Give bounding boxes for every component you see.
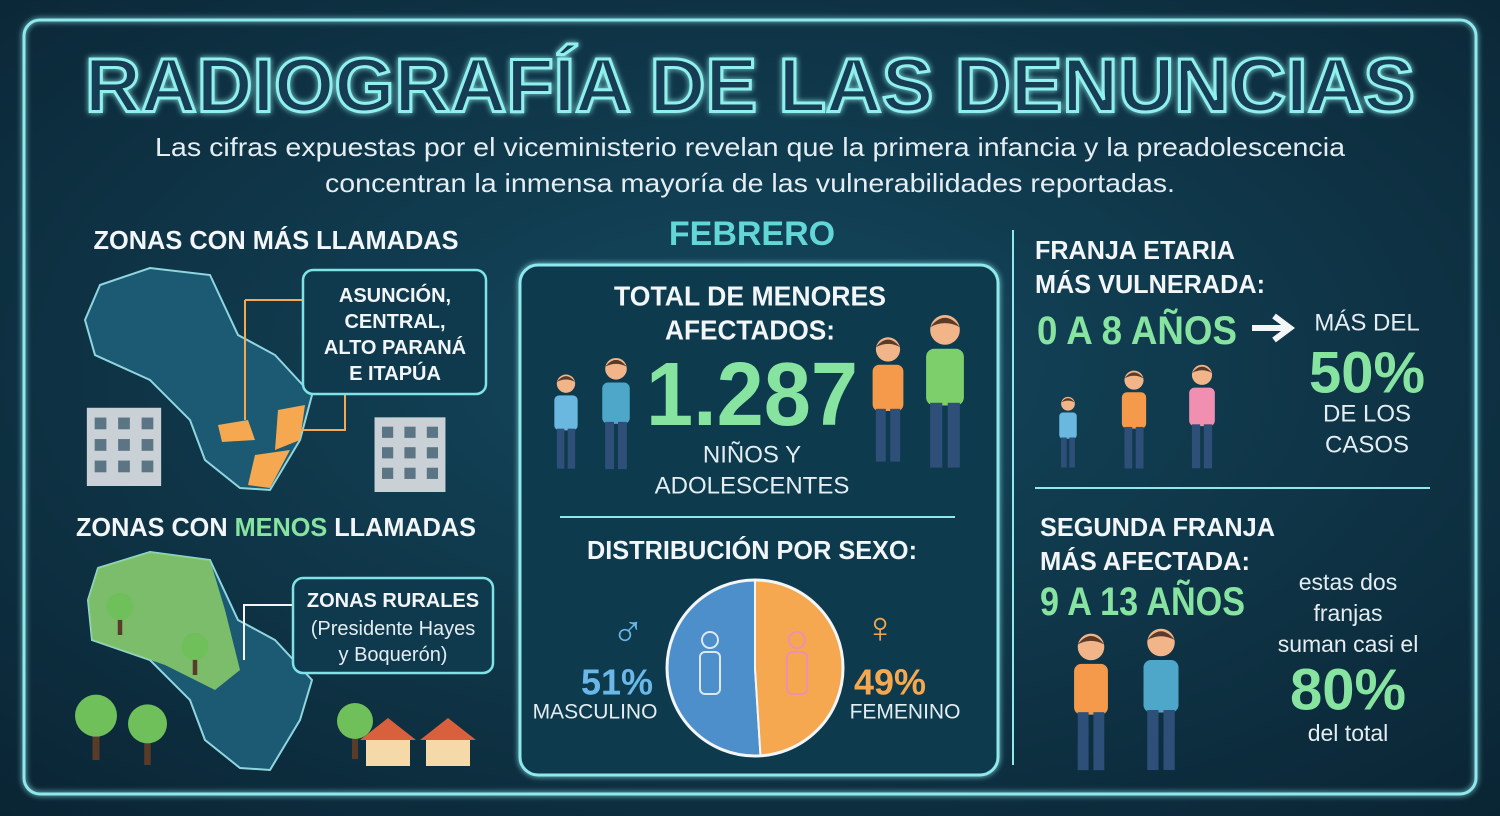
pie-icon <box>701 631 719 649</box>
subtitle: Las cifras expuestas por el viceminister… <box>155 132 1346 162</box>
age-title: MÁS VULNERADA: <box>1035 269 1265 299</box>
section-title: ZONAS CON MENOS LLAMADAS <box>76 512 476 542</box>
callout-line: E ITAPÚA <box>349 361 441 385</box>
pie-outline <box>665 578 845 758</box>
section-title: ZONAS CON MÁS LLAMADAS <box>94 225 459 255</box>
building-icon <box>86 407 162 486</box>
callout <box>291 576 495 675</box>
total-value: 1.287 <box>646 345 858 445</box>
subtitle: concentran la inmensa mayoría de las vul… <box>325 168 1175 198</box>
callout-line: CENTRAL, <box>344 311 445 333</box>
age-title: SEGUNDA FRANJA <box>1040 512 1275 542</box>
pie-value-label: 51% <box>581 662 653 703</box>
title-part: LLAMADAS <box>327 512 476 542</box>
pie-icon <box>788 631 806 649</box>
female-symbol: ♀ <box>864 604 897 653</box>
note-text: suman casi el <box>1278 631 1419 657</box>
building-icon <box>374 417 446 492</box>
frame <box>22 18 1478 796</box>
month: FEBRERO <box>669 215 835 253</box>
share-text: DE LOS <box>1323 401 1411 428</box>
callout-line: ZONAS RURALES <box>307 590 479 612</box>
map-more <box>83 266 346 492</box>
age-range: 0 A 8 AÑOS <box>1037 307 1237 353</box>
pie-value-label: 49% <box>854 662 926 703</box>
callout-line: y Boquerón) <box>339 644 448 666</box>
pie-icon <box>786 651 808 695</box>
title: RADIOGRAFÍA DE LAS DENUNCIAS <box>85 44 1415 129</box>
arrow <box>1252 313 1295 343</box>
title-highlight: MENOS <box>235 512 328 542</box>
note-text: estas dos <box>1299 569 1397 595</box>
male-symbol: ♂ <box>612 608 645 657</box>
total-caption: NIÑOS Y <box>703 442 801 469</box>
pie <box>665 578 845 758</box>
callout <box>301 268 488 396</box>
pie-icon <box>699 651 721 695</box>
note-text: del total <box>1308 720 1389 746</box>
pie-category: MASCULINO <box>533 701 658 724</box>
callout-line: ASUNCIÓN, <box>339 283 451 307</box>
age-title: FRANJA ETARIA <box>1035 235 1235 265</box>
age-range: 9 A 13 AÑOS <box>1040 578 1245 624</box>
title-part: ZONAS CON <box>76 512 235 542</box>
age-title: MÁS AFECTADA: <box>1040 546 1250 576</box>
share-value: 50% <box>1309 341 1425 406</box>
note-text: franjas <box>1313 600 1382 626</box>
callout-line: (Presidente Hayes <box>311 618 476 640</box>
note-value: 80% <box>1290 658 1406 723</box>
pie-category: FEMENINO <box>850 701 961 724</box>
total-title: TOTAL DE MENORES <box>614 281 886 312</box>
house-icons <box>360 718 476 766</box>
total-title: AFECTADOS: <box>665 315 835 346</box>
share-text: CASOS <box>1325 432 1409 459</box>
total-caption: ADOLESCENTES <box>655 473 850 500</box>
share-text: MÁS DEL <box>1314 310 1419 337</box>
pie-title: DISTRIBUCIÓN POR SEXO: <box>587 535 917 565</box>
callout-line: ALTO PARANÁ <box>324 336 466 359</box>
